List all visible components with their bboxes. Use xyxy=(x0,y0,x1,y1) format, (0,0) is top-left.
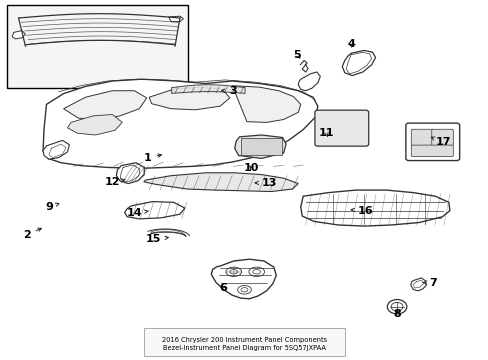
Text: 1: 1 xyxy=(143,153,161,163)
Text: 14: 14 xyxy=(127,208,148,218)
Polygon shape xyxy=(143,173,298,192)
Text: 15: 15 xyxy=(146,234,168,244)
Ellipse shape xyxy=(229,270,237,274)
Polygon shape xyxy=(300,190,449,226)
Polygon shape xyxy=(43,140,69,159)
Bar xyxy=(7,5,188,88)
Text: 16: 16 xyxy=(350,206,373,216)
Polygon shape xyxy=(234,135,285,158)
Text: 8: 8 xyxy=(392,309,400,319)
Ellipse shape xyxy=(252,270,260,274)
Polygon shape xyxy=(12,31,25,39)
Polygon shape xyxy=(342,50,375,76)
FancyBboxPatch shape xyxy=(431,129,452,146)
Text: 7: 7 xyxy=(423,278,436,288)
FancyBboxPatch shape xyxy=(410,129,432,146)
Text: 9: 9 xyxy=(45,202,59,212)
Text: 12: 12 xyxy=(104,177,125,187)
Text: 2: 2 xyxy=(23,228,41,240)
Text: 2016 Chrysler 200 Instrument Panel Components: 2016 Chrysler 200 Instrument Panel Compo… xyxy=(162,337,326,343)
Polygon shape xyxy=(124,202,184,219)
Text: 3: 3 xyxy=(221,86,236,96)
Polygon shape xyxy=(298,72,320,91)
Text: 10: 10 xyxy=(244,163,259,173)
Text: 6: 6 xyxy=(219,283,226,293)
Text: 13: 13 xyxy=(255,178,276,188)
FancyBboxPatch shape xyxy=(144,328,344,356)
Polygon shape xyxy=(43,79,317,168)
Polygon shape xyxy=(168,16,183,22)
Polygon shape xyxy=(232,86,300,122)
Polygon shape xyxy=(67,114,122,135)
FancyBboxPatch shape xyxy=(405,123,459,161)
Ellipse shape xyxy=(225,267,241,276)
FancyBboxPatch shape xyxy=(314,110,368,146)
Polygon shape xyxy=(149,87,229,110)
Text: 17: 17 xyxy=(430,137,450,147)
Polygon shape xyxy=(410,278,426,291)
Ellipse shape xyxy=(248,267,264,276)
Polygon shape xyxy=(116,163,144,184)
Polygon shape xyxy=(63,91,146,120)
Text: Bezel-Instrument Panel Diagram for 5SQ57JXPAA: Bezel-Instrument Panel Diagram for 5SQ57… xyxy=(163,346,325,351)
Ellipse shape xyxy=(390,302,402,311)
Ellipse shape xyxy=(237,285,251,294)
Ellipse shape xyxy=(241,288,247,292)
Ellipse shape xyxy=(386,300,406,314)
Text: 11: 11 xyxy=(318,128,334,138)
Polygon shape xyxy=(211,259,276,299)
FancyBboxPatch shape xyxy=(241,138,282,155)
Text: 5: 5 xyxy=(293,50,301,60)
Text: 4: 4 xyxy=(346,39,354,49)
FancyBboxPatch shape xyxy=(410,145,452,157)
